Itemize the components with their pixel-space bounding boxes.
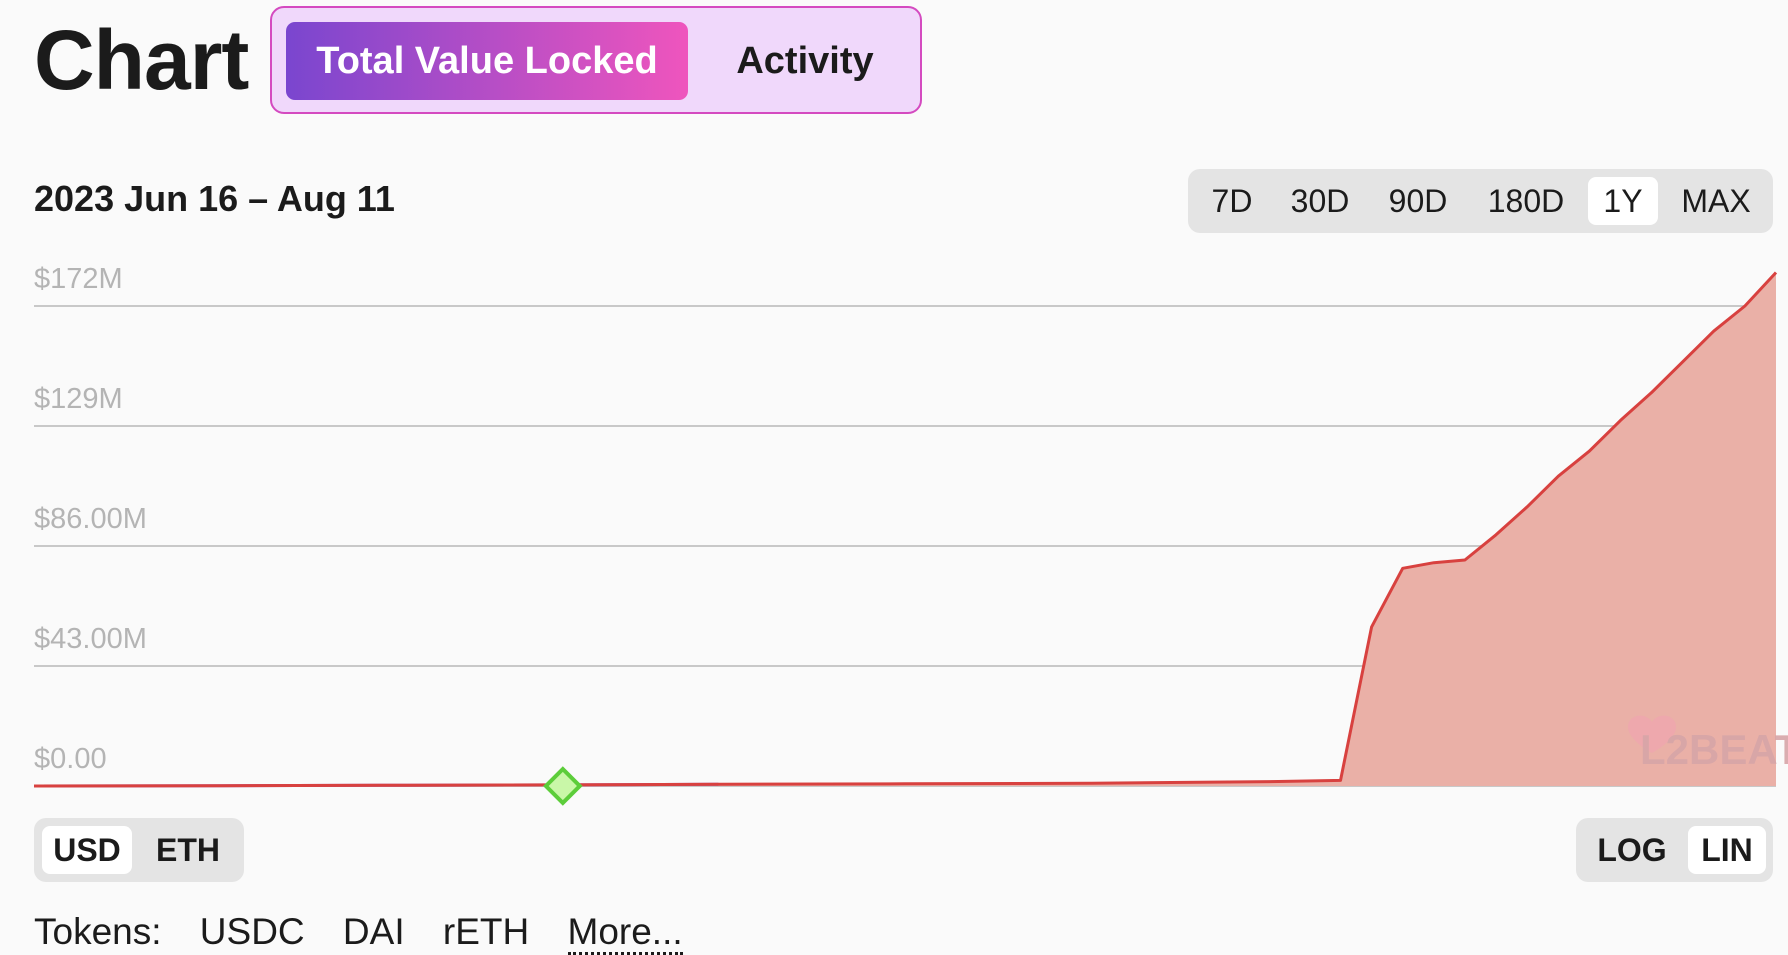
data-point xyxy=(1431,560,1437,566)
data-point xyxy=(1275,779,1281,785)
data-point xyxy=(31,783,37,789)
data-point xyxy=(715,781,721,787)
data-point xyxy=(1617,417,1623,423)
range-max-button[interactable]: MAX xyxy=(1681,183,1751,219)
data-point xyxy=(1524,504,1530,510)
range-90d-button[interactable]: 90D xyxy=(1388,183,1448,219)
tokens-row: Tokens: USDC DAI rETH More... xyxy=(34,910,711,955)
data-point xyxy=(1711,328,1717,334)
lin-button[interactable]: LIN xyxy=(1688,826,1766,874)
token-dai[interactable]: DAI xyxy=(342,911,405,952)
log-button[interactable]: LOG xyxy=(1597,832,1667,868)
data-point xyxy=(1400,565,1406,571)
data-point xyxy=(1742,303,1748,309)
date-range-label: 2023 Jun 16 – Aug 11 xyxy=(34,178,395,219)
y-tick-label-86m: $86.00M xyxy=(34,503,147,535)
y-tick-label-43m: $43.00M xyxy=(34,623,147,655)
range-30d-button[interactable]: 30D xyxy=(1290,183,1350,219)
unit-toggle: USD ETH xyxy=(34,818,244,882)
data-point xyxy=(1773,270,1779,276)
data-point xyxy=(1586,448,1592,454)
data-point xyxy=(1369,624,1375,630)
data-point xyxy=(902,781,908,787)
y-tick-label-129m: $129M xyxy=(34,383,123,415)
tab-activity[interactable]: Activity xyxy=(736,40,874,82)
l2beat-watermark: L2BEAT xyxy=(1628,715,1788,773)
usd-button[interactable]: USD xyxy=(42,826,132,874)
token-usdc[interactable]: USDC xyxy=(199,911,305,952)
range-1y-button[interactable]: 1Y xyxy=(1588,177,1658,225)
data-point xyxy=(218,783,224,789)
tokens-label: Tokens: xyxy=(34,911,162,952)
range-7d-button[interactable]: 7D xyxy=(1211,183,1253,219)
data-point xyxy=(1649,390,1655,396)
chart-type-switch: Total Value Locked Activity xyxy=(270,6,922,114)
y-tick-label-0: $0.00 xyxy=(34,743,107,775)
tvl-area xyxy=(34,272,1776,786)
data-point xyxy=(404,782,410,788)
data-point xyxy=(1555,473,1561,479)
tokens-more-link[interactable]: More... xyxy=(567,911,683,955)
token-reth[interactable]: rETH xyxy=(442,911,530,952)
time-range-selector: 7D 30D 90D 180D 1Y MAX xyxy=(1188,169,1773,233)
range-180d-button[interactable]: 180D xyxy=(1487,183,1565,219)
data-point xyxy=(1089,780,1095,786)
data-point xyxy=(1493,532,1499,538)
data-point xyxy=(1680,359,1686,365)
page-title: Chart xyxy=(34,13,249,107)
eth-button[interactable]: ETH xyxy=(156,832,220,868)
data-point xyxy=(1462,557,1468,563)
hover-marker[interactable] xyxy=(543,766,583,806)
tab-total-value-locked[interactable]: Total Value Locked xyxy=(286,22,688,100)
y-tick-label-172m: $172M xyxy=(34,263,123,295)
data-point xyxy=(1338,777,1344,783)
tvl-line xyxy=(33,271,1778,788)
l2beat-watermark-text: L2BEAT xyxy=(1640,726,1788,773)
scale-toggle: LOG LIN xyxy=(1576,818,1773,882)
